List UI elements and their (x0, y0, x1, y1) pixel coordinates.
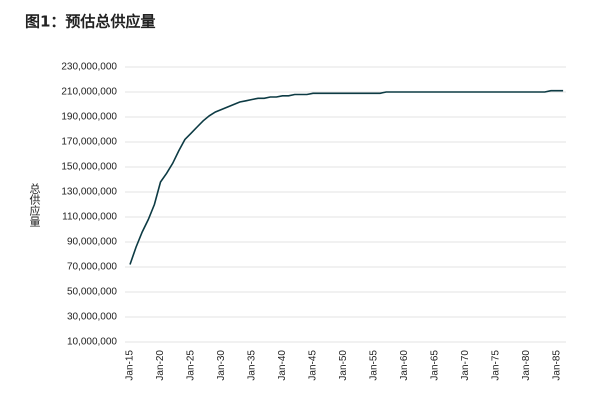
data-line (129, 89, 564, 265)
x-tick-label: Jan-70 (460, 350, 471, 381)
x-tick-label: Jan-20 (155, 350, 166, 381)
x-tick-label: Jan-80 (521, 350, 532, 381)
y-tick-label: 30,000,000 (67, 312, 117, 323)
x-tick-label: Jan-50 (338, 350, 349, 381)
chart-title: 图1：预估总供应量 (25, 13, 155, 31)
y-tick-label: 50,000,000 (67, 287, 117, 298)
y-tick-label: 70,000,000 (67, 262, 117, 273)
y-tick-label: 230,000,000 (61, 62, 117, 73)
x-tick-label: Jan-40 (277, 350, 288, 381)
y-axis-label: 总供应量 (28, 182, 41, 227)
x-tick-label: Jan-30 (216, 350, 227, 381)
y-tick-label: 90,000,000 (67, 237, 117, 248)
y-tick-label: 10,000,000 (67, 337, 117, 348)
x-tick-label: Jan-45 (308, 350, 319, 381)
y-tick-label: 210,000,000 (61, 87, 117, 98)
y-tick-label: 130,000,000 (61, 187, 117, 198)
y-tick-label: 150,000,000 (61, 162, 117, 173)
y-tick-label: 110,000,000 (62, 212, 117, 223)
x-tick-label: Jan-85 (552, 350, 563, 381)
x-tick-label: Jan-25 (186, 350, 197, 381)
y-tick-label: 170,000,000 (61, 137, 117, 148)
x-tick-label: Jan-55 (369, 350, 380, 381)
x-tick-label: Jan-15 (125, 350, 136, 381)
x-tick-label: Jan-60 (399, 350, 410, 381)
y-tick-label: 190,000,000 (61, 112, 117, 123)
x-tick-label: Jan-65 (430, 350, 441, 381)
x-tick-label: Jan-35 (247, 350, 258, 381)
x-tick-label: Jan-75 (491, 350, 502, 381)
